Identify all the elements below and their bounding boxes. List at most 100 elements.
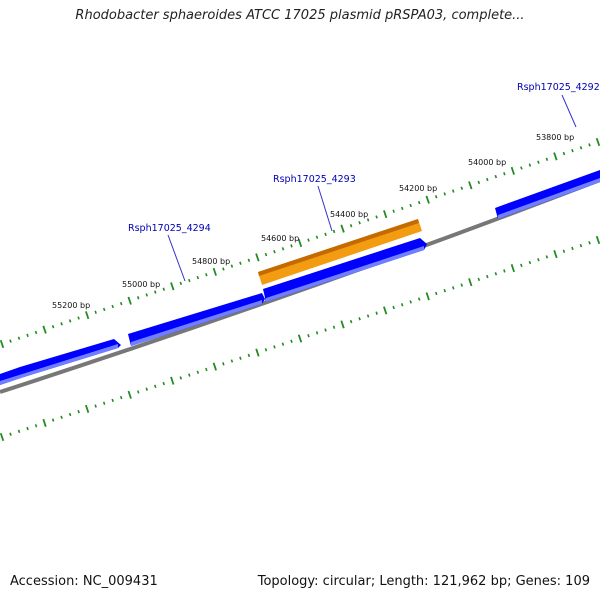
inner-tick [170, 376, 175, 385]
outer-tick [212, 267, 217, 276]
outer-tick [170, 282, 175, 291]
outer-tick [486, 177, 489, 182]
inner-tick [239, 356, 242, 360]
inner-tick [452, 286, 455, 290]
inner-tick [137, 390, 140, 394]
inner-tick [324, 328, 327, 332]
outer-tick [417, 200, 421, 205]
outer-tick [349, 224, 353, 228]
bp-label-55000: 55000 bp [122, 280, 160, 289]
outer-tick [545, 157, 549, 161]
outer-tick [537, 160, 540, 164]
inner-tick [595, 235, 600, 245]
outer-tick [34, 330, 38, 335]
inner-tick [255, 348, 260, 357]
inner-tick [307, 334, 310, 338]
inner-tick [127, 390, 132, 399]
inner-tick [212, 362, 217, 371]
inner-tick [196, 370, 200, 374]
outer-tick [94, 310, 97, 314]
outer-tick [358, 221, 361, 225]
outer-tick [528, 163, 532, 167]
outer-tick [162, 287, 166, 291]
inner-tick [154, 384, 157, 389]
outer-tick [307, 238, 310, 242]
inner-tick [26, 426, 29, 431]
inner-tick [520, 263, 523, 268]
inner-tick [349, 319, 353, 324]
outer-tick [409, 203, 412, 208]
outer-tick [297, 238, 303, 248]
gene-label-rsph17025-4293[interactable]: Rsph17025_4293 [273, 174, 356, 185]
outer-tick [562, 151, 566, 156]
outer-tick [119, 301, 123, 306]
inner-tick [400, 303, 404, 307]
outer-tick [145, 293, 148, 297]
inner-tick [273, 345, 276, 349]
inner-tick [417, 297, 421, 301]
inner-tick [111, 398, 114, 403]
outer-tick [315, 235, 319, 239]
inner-tick [179, 376, 183, 380]
inner-tick [315, 331, 319, 335]
outer-tick [9, 339, 12, 343]
outer-tick [494, 174, 498, 179]
outer-tick [188, 278, 191, 283]
inner-tick [51, 418, 55, 422]
outer-tick [102, 307, 106, 312]
outer-tick [247, 258, 251, 262]
gene-label-rsph17025-4292[interactable]: Rsph17025_4292 [517, 82, 600, 93]
inner-tick [477, 277, 481, 282]
outer-tick [273, 249, 276, 254]
inner-tick [264, 348, 268, 352]
outer-tick [136, 296, 140, 300]
outer-tick [392, 209, 395, 213]
inner-tick [588, 241, 591, 245]
inner-tick [332, 325, 336, 329]
inner-tick [205, 367, 208, 372]
outer-tick [553, 152, 558, 161]
outer-tick [510, 166, 515, 175]
outer-tick [222, 267, 225, 271]
outer-tick [477, 180, 481, 185]
outer-tick [332, 229, 336, 234]
accession-text: Accession: NC_009431 [10, 574, 158, 589]
inner-tick [85, 404, 90, 413]
outer-tick [443, 192, 446, 196]
inner-tick [468, 278, 473, 287]
inner-tick [247, 353, 251, 358]
inner-tick [9, 432, 12, 436]
inner-tick [545, 255, 549, 259]
inner-tick [366, 314, 370, 318]
inner-tick [375, 311, 378, 315]
outer-tick [366, 218, 370, 222]
inner-tick [460, 283, 463, 287]
gene-block-shading [258, 219, 419, 276]
inner-tick [68, 412, 72, 417]
outer-tick [77, 316, 80, 320]
gene-label-leaders [167, 94, 577, 282]
outer-tick [51, 325, 55, 329]
bp-label-54400: 54400 bp [330, 210, 368, 219]
inner-tick [34, 424, 38, 428]
inner-tick [281, 342, 285, 346]
outer-tick [196, 275, 200, 280]
inner-tick [188, 373, 191, 377]
outer-tick [579, 146, 583, 150]
inner-tick [77, 409, 80, 414]
inner-tick [162, 381, 165, 386]
outer-tick [85, 311, 90, 320]
inner-tick [119, 395, 123, 400]
inner-tick [510, 264, 515, 273]
inner-tick [553, 250, 558, 259]
gene-label-rsph17025-4294[interactable]: Rsph17025_4294 [128, 223, 211, 234]
inner-tick [230, 359, 234, 363]
outer-tick [239, 261, 242, 265]
inner-tick [222, 362, 225, 366]
forward-strand-genes [0, 170, 600, 385]
bp-label-54000: 54000 bp [468, 158, 506, 167]
inner-tick [0, 432, 5, 442]
outer-tick [571, 148, 574, 153]
